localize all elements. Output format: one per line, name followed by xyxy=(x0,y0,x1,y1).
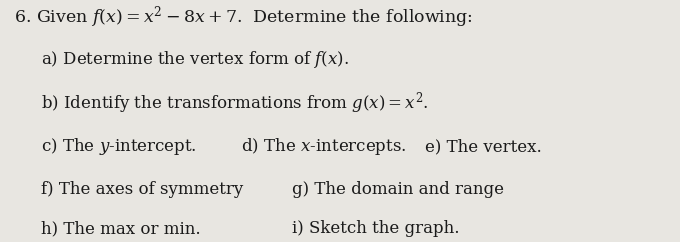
Text: d) The $x$-intercepts.: d) The $x$-intercepts. xyxy=(241,136,407,157)
Text: g) The domain and range: g) The domain and range xyxy=(292,182,505,198)
Text: a) Determine the vertex form of $f(x)$.: a) Determine the vertex form of $f(x)$. xyxy=(41,49,349,70)
Text: i) Sketch the graph.: i) Sketch the graph. xyxy=(292,220,460,237)
Text: e) The vertex.: e) The vertex. xyxy=(425,138,542,155)
Text: h) The max or min.: h) The max or min. xyxy=(41,220,201,237)
Text: b) Identify the transformations from $g(x)=x^2$.: b) Identify the transformations from $g(… xyxy=(41,90,428,116)
Text: c) The $y$-intercept.: c) The $y$-intercept. xyxy=(41,136,197,157)
Text: 6. Given $f(x)=x^2-8x+7$.  Determine the following:: 6. Given $f(x)=x^2-8x+7$. Determine the … xyxy=(14,4,473,30)
Text: f) The axes of symmetry: f) The axes of symmetry xyxy=(41,182,243,198)
